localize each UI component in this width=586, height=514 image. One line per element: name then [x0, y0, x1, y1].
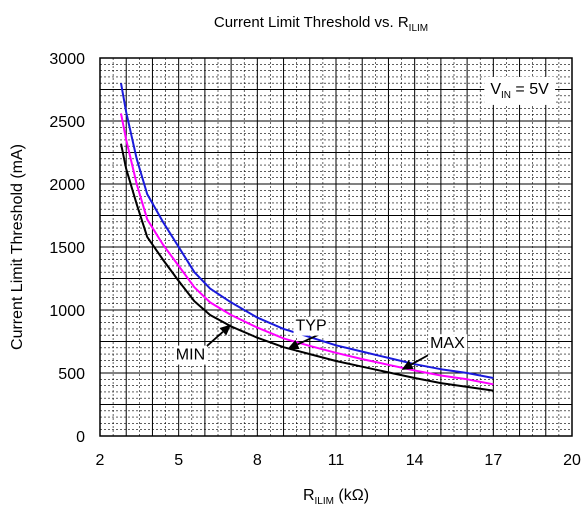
x-tick-label: 20: [563, 452, 581, 469]
arrowhead-typ: [287, 339, 300, 350]
series-layer: [120, 83, 494, 392]
series-label-bg: [173, 345, 208, 365]
arrow-layer: [204, 324, 429, 370]
series-label-min: MIN: [176, 347, 205, 364]
series-label-bg: [293, 316, 329, 336]
series-label-typ: TYP: [296, 318, 327, 335]
chart-title: Current Limit Threshold vs. RILIM: [214, 14, 428, 34]
y-tick-label: 2500: [49, 114, 85, 131]
y-tick-label: 500: [58, 366, 85, 383]
arrowhead-max: [401, 360, 414, 370]
y-tick-label: 0: [76, 429, 85, 446]
plot-frame: [99, 57, 573, 437]
series-label-layer: MAX TYP MIN: [173, 316, 468, 365]
series-label-max: MAX: [430, 335, 465, 352]
arrowhead-min: [219, 324, 232, 336]
arrow-max: [410, 354, 429, 366]
y-tick-label: 1000: [49, 303, 85, 320]
series-line-min: [120, 143, 494, 392]
series-line-max: [120, 83, 494, 379]
x-tick-label: 2: [96, 452, 105, 469]
series-line-typ: [120, 113, 494, 386]
y-tick-label: 2000: [49, 177, 85, 194]
x-tick-label: 11: [328, 452, 345, 469]
x-tick-label: 17: [484, 452, 502, 469]
y-tick-label: 1500: [49, 240, 85, 257]
y-axis-label: Current Limit Threshold (mA): [9, 144, 26, 350]
x-tick-labels: 2 5 8 11 14 17 20: [96, 452, 581, 469]
x-tick-label: 5: [174, 452, 183, 469]
x-axis-label: RILIM (kΩ): [303, 487, 369, 507]
annotation-box: [484, 76, 556, 105]
y-tick-labels: 0 500 1000 1500 2000 2500 3000: [49, 51, 85, 446]
x-tick-label: 14: [406, 452, 424, 469]
arrow-min: [204, 331, 224, 349]
arrow-typ: [297, 333, 321, 346]
x-tick-label: 8: [253, 452, 262, 469]
series-label-bg: [428, 334, 468, 354]
y-tick-label: 3000: [49, 51, 85, 68]
vin-annotation: VIN = 5V: [490, 81, 549, 101]
